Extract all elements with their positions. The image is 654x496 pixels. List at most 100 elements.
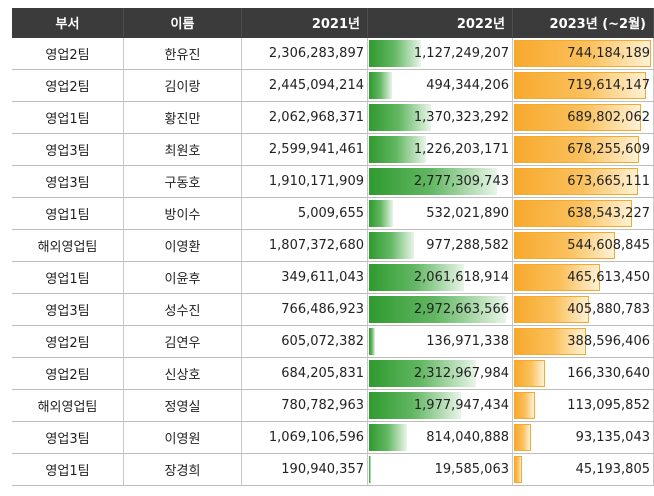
cell-name[interactable]: 김이랑 [124,70,242,101]
cell-2021[interactable]: 780,782,963 [242,390,368,421]
cell-name[interactable]: 정영실 [124,390,242,421]
cell-2022[interactable]: 2,777,309,743 [368,166,513,197]
name-text: 정영실 [164,400,201,415]
cell-2023[interactable]: 93,135,043 [513,422,654,453]
cell-name[interactable]: 신상호 [124,358,242,389]
cell-2023[interactable]: 465,613,450 [513,262,654,293]
cell-dept[interactable]: 영업2팀 [12,326,124,357]
cell-2022[interactable]: 814,040,888 [368,422,513,453]
cell-name[interactable]: 최원호 [124,134,242,165]
cell-dept[interactable]: 영업1팀 [12,454,124,485]
dept-text: 해외영업팀 [37,240,98,255]
cell-2023[interactable]: 744,184,189 [513,38,654,69]
cell-2022[interactable]: 1,127,249,207 [368,38,513,69]
cell-name[interactable]: 이영원 [124,422,242,453]
dept-text: 영업2팀 [45,80,90,95]
cell-name[interactable]: 방이수 [124,198,242,229]
databar-2022 [369,40,421,67]
dept-text: 영업3팀 [45,432,90,447]
header-row: 부서 이름 2021년 2022년 2023년 (~2월) [12,8,654,38]
cell-name[interactable]: 황진만 [124,102,242,133]
value-2022: 1,127,249,207 [413,46,509,61]
cell-2022[interactable]: 977,288,582 [368,230,513,261]
cell-name[interactable]: 김연우 [124,326,242,357]
cell-2023[interactable]: 113,095,852 [513,390,654,421]
cell-name[interactable]: 이윤후 [124,262,242,293]
cell-dept[interactable]: 영업3팀 [12,134,124,165]
databar-2023 [514,72,646,99]
cell-dept[interactable]: 영업3팀 [12,422,124,453]
cell-name[interactable]: 한유진 [124,38,242,69]
cell-dept[interactable]: 영업2팀 [12,38,124,69]
table-row: 영업2팀 한유진 2,306,283,897 1,127,249,207 744… [12,38,654,70]
cell-2022[interactable]: 1,977,947,434 [368,390,513,421]
cell-2023[interactable]: 388,596,406 [513,326,654,357]
cell-dept[interactable]: 해외영업팀 [12,390,124,421]
cell-2021[interactable]: 1,910,171,909 [242,166,368,197]
cell-2022[interactable]: 2,972,663,566 [368,294,513,325]
cell-2021[interactable]: 2,445,094,214 [242,70,368,101]
cell-2022[interactable]: 532,021,890 [368,198,513,229]
cell-dept[interactable]: 영업3팀 [12,294,124,325]
dept-text: 해외영업팀 [37,400,98,415]
name-text: 이영원 [164,432,201,447]
value-2022: 2,312,967,984 [413,366,509,381]
cell-dept[interactable]: 영업1팀 [12,198,124,229]
databar-2022 [369,392,461,419]
cell-2022[interactable]: 136,971,338 [368,326,513,357]
cell-dept[interactable]: 영업2팀 [12,358,124,389]
cell-2021[interactable]: 190,940,357 [242,454,368,485]
cell-name[interactable]: 성수진 [124,294,242,325]
cell-2022[interactable]: 2,061,618,914 [368,262,513,293]
cell-2023[interactable]: 678,255,609 [513,134,654,165]
cell-name[interactable]: 이영환 [124,230,242,261]
cell-2023[interactable]: 45,193,805 [513,454,654,485]
value-2022: 977,288,582 [426,238,509,253]
cell-2022[interactable]: 2,312,967,984 [368,358,513,389]
databar-2022 [369,424,407,451]
cell-2021[interactable]: 2,306,283,897 [242,38,368,69]
cell-2021[interactable]: 349,611,043 [242,262,368,293]
table-row: 영업3팀 구동호 1,910,171,909 2,777,309,743 673… [12,166,654,198]
cell-2021[interactable]: 605,072,382 [242,326,368,357]
cell-dept[interactable]: 영업3팀 [12,166,124,197]
cell-2022[interactable]: 19,585,063 [368,454,513,485]
cell-2021[interactable]: 684,205,831 [242,358,368,389]
cell-2021[interactable]: 5,009,655 [242,198,368,229]
table-row: 영업2팀 김연우 605,072,382 136,971,338 388,596… [12,326,654,358]
cell-2022[interactable]: 494,344,206 [368,70,513,101]
cell-2022[interactable]: 1,226,203,171 [368,134,513,165]
cell-2023[interactable]: 689,802,062 [513,102,654,133]
table-row: 영업1팀 이윤후 349,611,043 2,061,618,914 465,6… [12,262,654,294]
cell-2021[interactable]: 1,069,106,596 [242,422,368,453]
cell-name[interactable]: 장경희 [124,454,242,485]
dept-text: 영업3팀 [45,304,90,319]
name-text: 김이랑 [164,80,201,95]
cell-2021[interactable]: 766,486,923 [242,294,368,325]
cell-name[interactable]: 구동호 [124,166,242,197]
cell-2023[interactable]: 166,330,640 [513,358,654,389]
cell-dept[interactable]: 해외영업팀 [12,230,124,261]
databar-2023 [514,136,639,163]
header-dept[interactable]: 부서 [12,8,124,37]
cell-2023[interactable]: 405,880,783 [513,294,654,325]
value-2021: 684,205,831 [281,366,364,381]
value-2023: 45,193,805 [575,462,650,477]
value-2023: 113,095,852 [567,398,650,413]
cell-dept[interactable]: 영업1팀 [12,102,124,133]
cell-2021[interactable]: 1,807,372,680 [242,230,368,261]
table-row: 영업3팀 최원호 2,599,941,461 1,226,203,171 678… [12,134,654,166]
cell-dept[interactable]: 영업1팀 [12,262,124,293]
cell-2023[interactable]: 673,665,111 [513,166,654,197]
cell-2023[interactable]: 544,608,845 [513,230,654,261]
cell-2023[interactable]: 638,543,227 [513,198,654,229]
cell-2021[interactable]: 2,599,941,461 [242,134,368,165]
header-2021[interactable]: 2021년 [242,8,368,37]
cell-2022[interactable]: 1,370,323,292 [368,102,513,133]
cell-2023[interactable]: 719,614,147 [513,70,654,101]
header-name[interactable]: 이름 [124,8,242,37]
cell-dept[interactable]: 영업2팀 [12,70,124,101]
cell-2021[interactable]: 2,062,968,371 [242,102,368,133]
header-2022[interactable]: 2022년 [368,8,513,37]
header-2023[interactable]: 2023년 (~2월) [513,8,654,37]
